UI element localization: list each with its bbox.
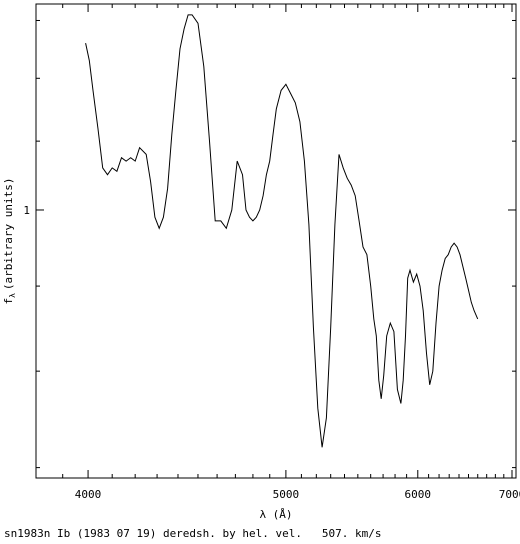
x-axis-label: λ (Å)	[259, 508, 292, 521]
y-tick-label: 1	[23, 204, 30, 217]
y-axis-label-symbol: f	[2, 298, 15, 305]
svg-text:fλ(arbitrary units): fλ (arbitrary units)	[2, 177, 17, 304]
chart-caption: sn1983n Ib (1983 07 19) deredsh. by hel.…	[4, 527, 382, 540]
x-tick-label: 6000	[405, 488, 432, 501]
x-tick-label: 5000	[273, 488, 300, 501]
tick-layer	[36, 4, 516, 478]
y-axis-label-subscript: λ	[8, 293, 17, 298]
y-axis-label: fλ (arbitrary units)	[2, 177, 17, 304]
x-tick-label: 7000	[499, 488, 520, 501]
x-tick-label: 4000	[75, 488, 102, 501]
tick-label-layer: 4000 5000 6000 7000 1	[23, 204, 520, 501]
plot-frame	[35, 3, 517, 479]
spectrum-line	[85, 14, 479, 448]
y-axis-label-suffix: (arbitrary units)	[2, 177, 15, 290]
